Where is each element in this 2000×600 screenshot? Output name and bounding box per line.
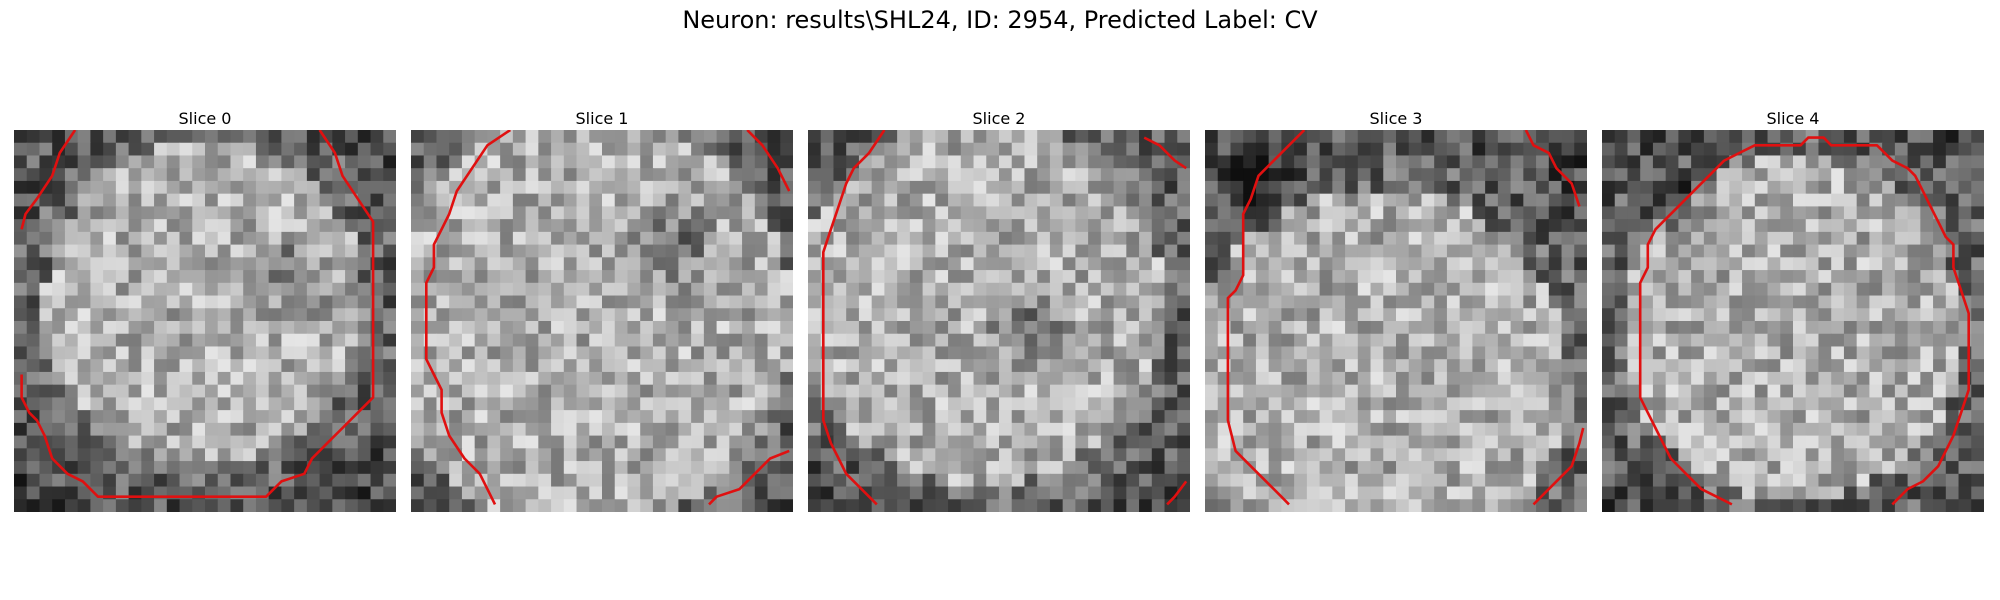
- figure-title: Neuron: results\SHL24, ID: 2954, Predict…: [682, 6, 1318, 34]
- slice-title: Slice 4: [1766, 109, 1820, 128]
- slice-image-4: [1602, 130, 1984, 512]
- pixel-grid: [808, 130, 1190, 512]
- contour-line: [822, 130, 886, 506]
- slice-title: Slice 3: [1369, 109, 1423, 128]
- contour-line: [1532, 427, 1585, 506]
- contour-line: [1166, 480, 1188, 506]
- slice-panel-4: Slice 4: [1602, 108, 1984, 512]
- contour-line: [1226, 130, 1306, 506]
- slice-panel-3: Slice 3: [1205, 108, 1587, 512]
- slice-image-0: [14, 130, 396, 512]
- slice-image-1: [411, 130, 793, 512]
- contour-line: [1638, 136, 1971, 506]
- contour-line: [425, 130, 512, 505]
- contour-line: [20, 130, 375, 499]
- pixel-grid: [14, 130, 396, 512]
- contour-line: [20, 130, 77, 230]
- contour-line: [1524, 130, 1581, 207]
- contour-line: [708, 449, 790, 506]
- slice-title: Slice 2: [972, 109, 1026, 128]
- contour-line: [1143, 136, 1187, 170]
- pixel-grid: [1205, 130, 1587, 512]
- pixel-grid: [1602, 130, 1984, 512]
- slice-panel-0: Slice 0: [14, 108, 396, 512]
- slice-title: Slice 1: [575, 109, 629, 128]
- slice-panel-1: Slice 1: [411, 108, 793, 512]
- contour-line: [746, 130, 791, 192]
- pixel-grid: [411, 130, 793, 512]
- slice-panel-2: Slice 2: [808, 108, 1190, 512]
- slice-image-3: [1205, 130, 1587, 512]
- slice-image-2: [808, 130, 1190, 512]
- slice-title: Slice 0: [178, 109, 232, 128]
